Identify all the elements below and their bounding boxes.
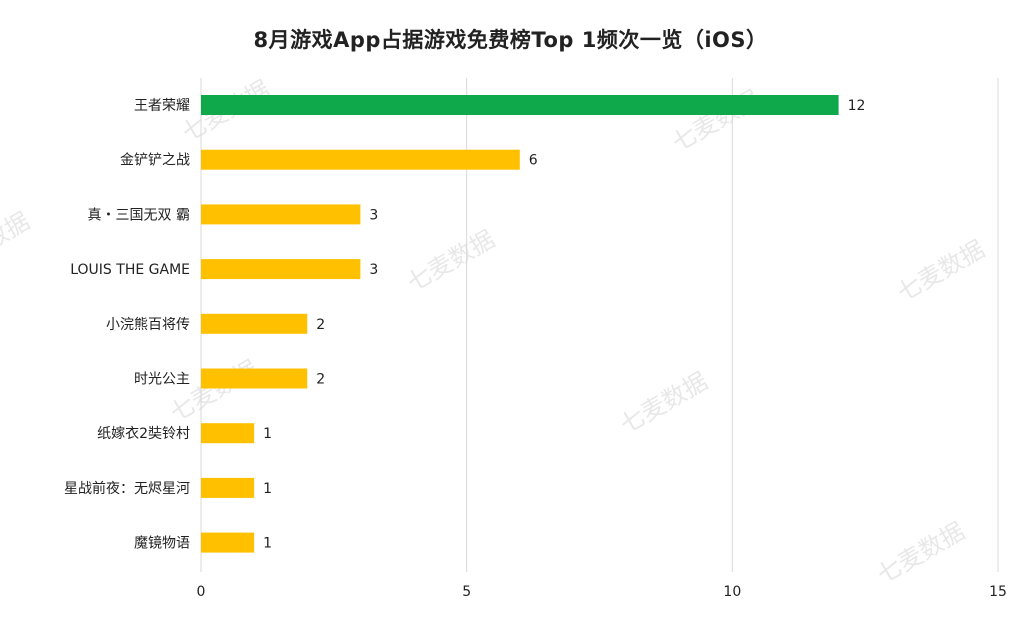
watermark-text: 七麦数据 <box>402 225 499 297</box>
watermark-text: 七麦数据 <box>892 235 989 307</box>
category-label: 真・三国无双 霸 <box>88 207 190 223</box>
value-label: 6 <box>529 153 538 169</box>
watermark-text: 七麦数据 <box>0 207 35 279</box>
watermark-text: 七麦数据 <box>165 355 262 427</box>
value-label: 2 <box>316 317 325 333</box>
value-label: 1 <box>263 426 272 442</box>
category-label: 魔镜物语 <box>134 536 190 552</box>
bars <box>201 95 839 553</box>
category-label: 时光公主 <box>134 372 190 388</box>
bar <box>201 368 308 389</box>
value-label: 3 <box>369 207 378 223</box>
value-label: 1 <box>263 536 272 552</box>
value-label: 3 <box>369 262 378 278</box>
category-label: LOUIS THE GAME <box>70 262 190 278</box>
value-label: 1 <box>263 481 272 497</box>
bar <box>201 149 520 170</box>
bar <box>201 313 308 334</box>
category-label: 金铲铲之战 <box>120 153 190 169</box>
bar <box>201 95 839 115</box>
bar <box>201 532 255 553</box>
category-label: 星战前夜：无烬星河 <box>64 480 190 497</box>
value-label: 12 <box>848 98 866 114</box>
bar <box>201 477 255 498</box>
watermark-text: 七麦数据 <box>872 517 969 589</box>
watermark-text: 七麦数据 <box>615 367 712 439</box>
x-tick-label: 0 <box>197 584 206 600</box>
bar <box>201 259 361 280</box>
bar <box>201 204 361 225</box>
value-label: 2 <box>316 372 325 388</box>
category-label: 小浣熊百将传 <box>106 317 190 333</box>
category-label: 王者荣耀 <box>134 98 190 114</box>
x-tick-label: 15 <box>989 584 1007 600</box>
chart-title: 8月游戏App占据游戏免费榜Top 1频次一览（iOS） <box>253 28 768 52</box>
x-tick-label: 10 <box>723 584 741 600</box>
bar <box>201 423 255 444</box>
category-label: 纸嫁衣2奘铃村 <box>97 426 190 442</box>
x-tick-label: 5 <box>462 584 471 600</box>
